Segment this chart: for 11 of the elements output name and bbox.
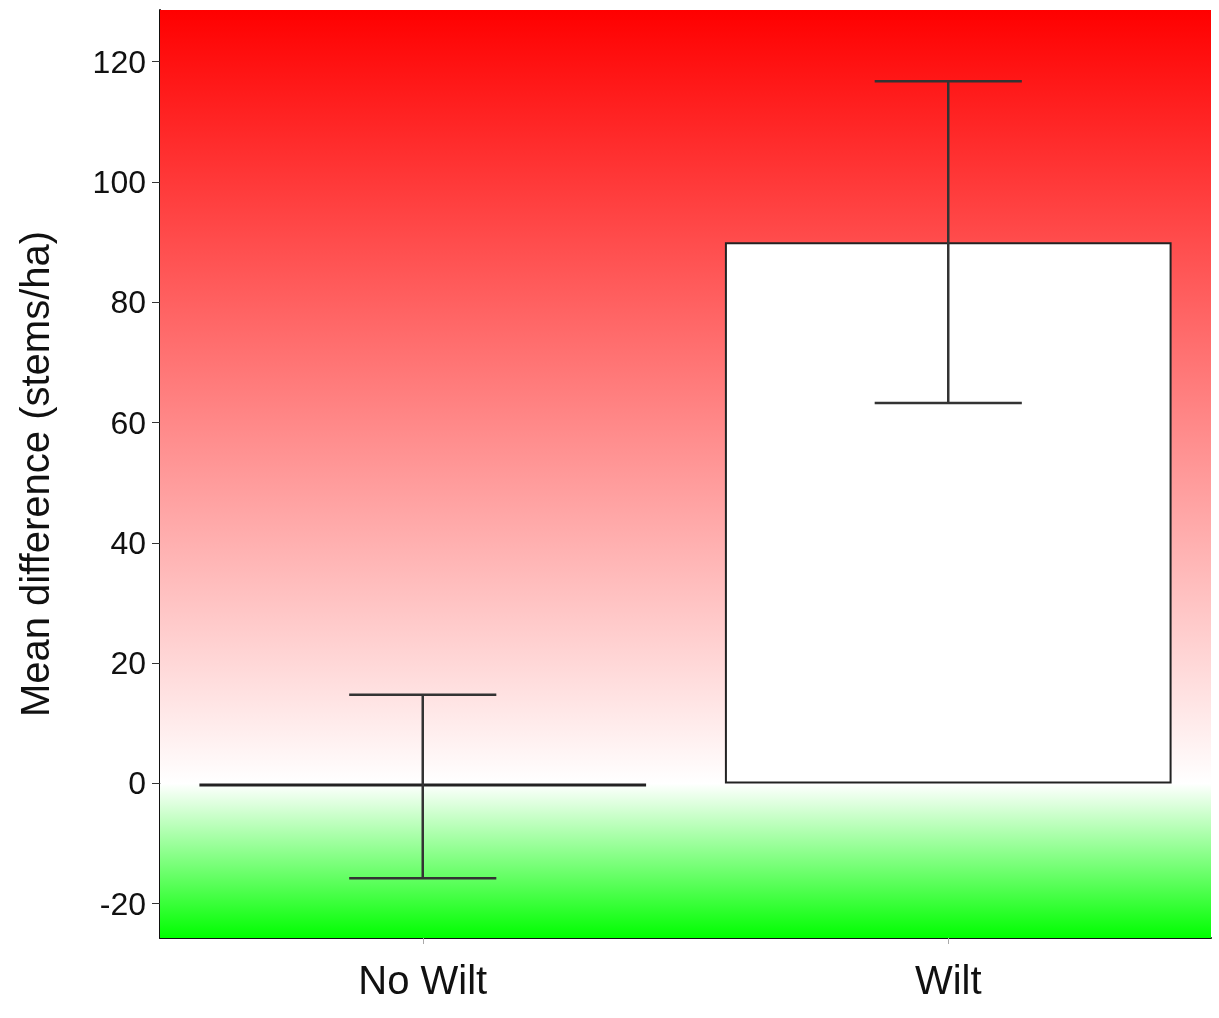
x-tick-label: No Wilt	[358, 958, 488, 1002]
y-axis-title: Mean difference (stems/ha)	[13, 230, 57, 718]
y-tick-label: 100	[92, 164, 146, 201]
x-tick-label: Wilt	[914, 958, 982, 1002]
y-tick-label: 20	[110, 645, 146, 682]
y-tick-label: 40	[110, 524, 146, 561]
y-tick-label: -20	[99, 885, 146, 922]
y-tick-label: 120	[92, 43, 146, 80]
y-tick-label: 60	[110, 404, 146, 441]
y-tick-label: 0	[128, 765, 146, 802]
y-tick-label: 80	[110, 284, 146, 321]
